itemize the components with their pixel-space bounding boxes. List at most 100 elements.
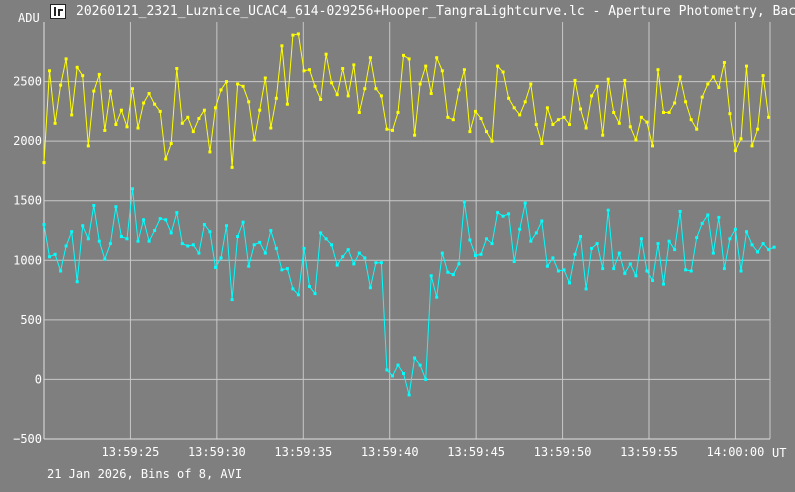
data-point: [197, 117, 201, 120]
data-point: [258, 108, 262, 112]
data-point: [745, 64, 748, 68]
data-point: [308, 68, 311, 72]
data-point: [706, 82, 710, 86]
data-point: [236, 82, 240, 86]
lightcurve-app-icon[interactable]: [50, 4, 66, 19]
data-point: [313, 292, 317, 296]
data-point: [540, 219, 544, 223]
data-point: [606, 77, 610, 81]
data-point: [418, 363, 422, 367]
data-point: [86, 237, 90, 241]
data-point: [291, 287, 295, 291]
data-point: [125, 237, 129, 241]
data-point: [59, 269, 63, 273]
data-point: [70, 230, 74, 234]
data-point: [673, 101, 677, 105]
data-point: [545, 264, 549, 268]
data-point: [534, 123, 538, 126]
data-point: [529, 239, 533, 243]
series-1: [42, 187, 776, 397]
data-point: [612, 267, 616, 271]
data-point: [689, 269, 693, 273]
data-point: [285, 102, 289, 106]
data-point: [595, 84, 599, 88]
data-point: [617, 251, 621, 255]
x-unit-label: UT: [772, 446, 787, 460]
data-point: [507, 212, 511, 216]
data-point: [341, 255, 345, 259]
data-point: [485, 130, 488, 134]
data-point: [407, 393, 411, 397]
data-point: [191, 130, 195, 134]
data-point: [590, 246, 594, 250]
data-point: [202, 108, 206, 112]
data-point: [319, 231, 323, 235]
data-point: [501, 70, 505, 74]
data-point: [507, 96, 511, 100]
data-point: [385, 368, 389, 372]
data-point: [601, 267, 605, 271]
data-point: [733, 149, 737, 153]
data-point: [158, 109, 162, 113]
data-point: [590, 94, 594, 98]
x-tick-labels: 13:59:25 13:59:30 13:59:35 13:59:40 13:59:45…: [102, 445, 765, 459]
data-point: [595, 242, 599, 246]
data-point: [457, 262, 461, 266]
data-point: [119, 235, 123, 238]
data-point: [374, 87, 378, 91]
data-point: [662, 111, 665, 114]
data-point: [274, 246, 278, 250]
data-point: [446, 270, 450, 274]
data-point: [197, 251, 201, 255]
x-tick-label: 13:59:35: [274, 445, 332, 459]
data-point: [81, 224, 85, 228]
data-point: [429, 92, 433, 95]
data-point: [153, 102, 157, 106]
data-point: [324, 52, 328, 56]
x-tick-label: 14:00:00: [707, 445, 765, 459]
data-point: [651, 144, 654, 148]
data-point: [717, 86, 721, 89]
y-tick-label: −500: [13, 432, 42, 446]
data-point: [523, 201, 527, 205]
data-point: [330, 243, 334, 247]
data-point: [579, 235, 582, 238]
x-tick-label: 13:59:45: [447, 445, 505, 459]
data-point: [579, 107, 582, 111]
y-tick-label: 1500: [13, 194, 42, 208]
data-point: [756, 127, 760, 131]
data-point: [236, 235, 240, 238]
data-point: [601, 133, 605, 137]
data-point: [368, 56, 372, 60]
data-point: [114, 123, 118, 126]
y-tick-label: 2500: [13, 75, 42, 89]
data-point: [346, 248, 350, 252]
data-point: [767, 115, 771, 119]
data-point: [391, 374, 394, 378]
data-point: [53, 252, 57, 256]
data-point: [468, 130, 472, 134]
data-point: [628, 262, 632, 266]
data-point: [413, 133, 417, 137]
data-point: [745, 230, 748, 234]
y-tick-labels: −500 0 500 1000 1500 2000 2500: [13, 75, 42, 446]
x-tick-label: 13:59:40: [361, 445, 419, 459]
data-point: [341, 67, 345, 70]
data-point: [667, 239, 671, 243]
data-point: [131, 187, 134, 191]
data-point: [667, 111, 671, 114]
data-point: [97, 72, 101, 76]
data-point: [302, 69, 306, 73]
data-point: [645, 269, 649, 273]
data-point: [468, 238, 472, 242]
grid: [44, 22, 770, 440]
data-point: [700, 221, 704, 225]
y-tick-label: 500: [20, 313, 42, 327]
data-point: [623, 78, 627, 82]
data-point: [485, 237, 488, 241]
data-point: [64, 57, 68, 61]
data-point: [568, 281, 571, 285]
data-point: [474, 254, 477, 257]
data-point: [59, 83, 63, 87]
